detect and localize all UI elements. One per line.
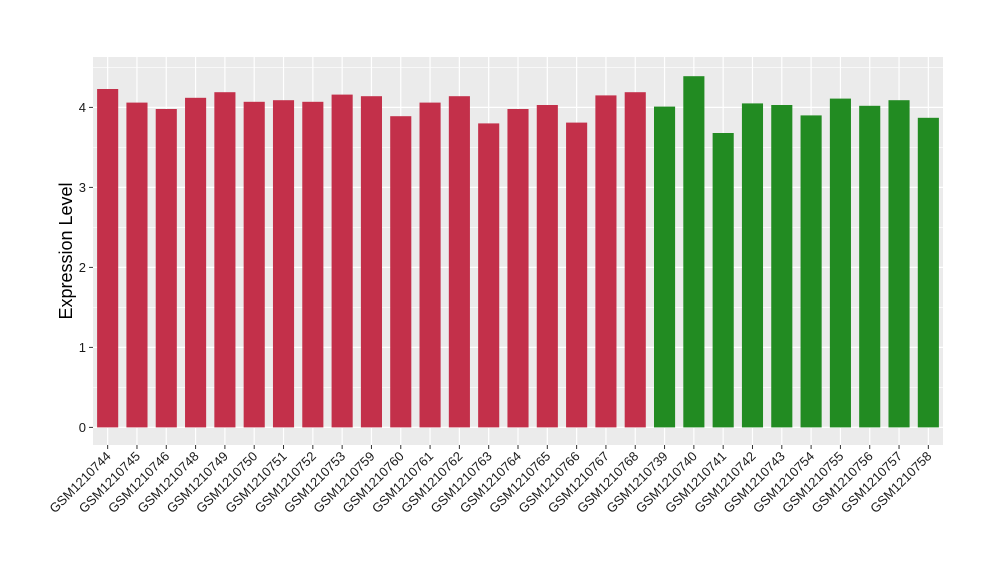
bar-GSM1210749 — [214, 92, 236, 428]
bar-GSM1210741 — [712, 133, 734, 428]
bar-GSM1210752 — [302, 101, 324, 428]
bar-GSM1210742 — [741, 103, 764, 428]
bar-GSM1210743 — [771, 105, 793, 428]
y-axis: 0 1 2 3 4 — [79, 100, 93, 435]
bar-GSM1210751 — [272, 100, 295, 428]
y-tick-label: 3 — [79, 180, 86, 195]
bar-GSM1210764 — [507, 109, 529, 428]
bar-GSM1210746 — [155, 109, 177, 428]
bars — [97, 76, 939, 428]
bar-GSM1210760 — [390, 116, 412, 428]
bar-GSM1210740 — [683, 76, 705, 428]
bar-GSM1210762 — [448, 96, 470, 428]
bar-GSM1210753 — [331, 94, 353, 428]
bar-GSM1210758 — [917, 117, 939, 428]
bar-GSM1210761 — [419, 102, 441, 428]
bar-GSM1210766 — [566, 122, 588, 428]
bar-GSM1210748 — [185, 97, 207, 428]
bar-GSM1210745 — [126, 102, 148, 428]
bar-GSM1210739 — [654, 106, 676, 428]
bar-GSM1210755 — [829, 98, 851, 428]
bar-GSM1210750 — [243, 101, 265, 428]
bar-GSM1210765 — [536, 105, 558, 428]
y-axis-title: Expression Level — [56, 182, 76, 319]
x-axis: GSM1210744GSM1210745GSM1210746GSM1210748… — [46, 445, 934, 516]
bar-GSM1210756 — [859, 105, 881, 428]
bar-GSM1210757 — [888, 100, 910, 428]
bar-GSM1210744 — [97, 89, 119, 428]
y-tick-label: 1 — [79, 340, 86, 355]
y-tick-label: 2 — [79, 260, 86, 275]
bar-GSM1210759 — [360, 96, 382, 428]
y-tick-label: 4 — [79, 100, 86, 115]
bar-GSM1210767 — [595, 95, 617, 428]
bar-GSM1210768 — [624, 92, 646, 428]
bar-GSM1210754 — [800, 115, 822, 428]
bar-GSM1210763 — [478, 123, 500, 428]
y-tick-label: 0 — [79, 420, 86, 435]
